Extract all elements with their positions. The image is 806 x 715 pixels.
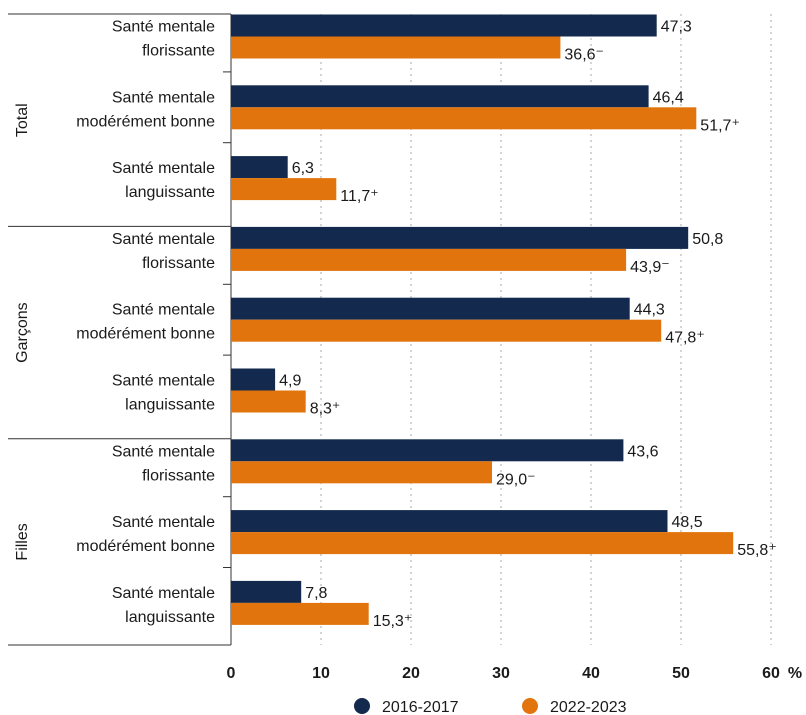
bar bbox=[231, 368, 276, 391]
data-label: 50,8 bbox=[692, 231, 723, 248]
data-label: 7,8 bbox=[305, 585, 327, 602]
data-label: 51,7⁺ bbox=[700, 117, 740, 134]
legend-label: 2016-2017 bbox=[382, 699, 459, 715]
bar bbox=[231, 439, 624, 462]
bar bbox=[231, 107, 697, 130]
bar bbox=[231, 178, 337, 201]
data-label: 4,9 bbox=[279, 373, 301, 390]
bar bbox=[231, 319, 662, 342]
data-label: 15,3⁺ bbox=[373, 613, 413, 630]
x-unit-label: % bbox=[788, 665, 802, 682]
data-label: 46,4 bbox=[653, 89, 684, 106]
category-label: Santé mentale bbox=[112, 302, 215, 319]
category-label: languissante bbox=[125, 609, 215, 626]
category-label: florissante bbox=[142, 467, 215, 484]
bar bbox=[231, 85, 649, 108]
bar bbox=[231, 226, 689, 249]
x-tick-label: 10 bbox=[312, 665, 330, 682]
category-label: Santé mentale bbox=[112, 89, 215, 106]
data-label: 43,9⁻ bbox=[630, 259, 670, 276]
category-label: modérément bonne bbox=[76, 113, 215, 130]
category-label: Santé mentale bbox=[112, 231, 215, 248]
data-label: 44,3 bbox=[634, 302, 665, 319]
category-label: Santé mentale bbox=[112, 443, 215, 460]
category-label: Santé mentale bbox=[112, 160, 215, 177]
category-label: florissante bbox=[142, 255, 215, 272]
data-label: 36,6⁻ bbox=[564, 47, 604, 64]
data-label: 6,3 bbox=[292, 160, 314, 177]
category-label: languissante bbox=[125, 397, 215, 414]
legend-label: 2022-2023 bbox=[550, 699, 627, 715]
category-label: modérément bonne bbox=[76, 538, 215, 555]
group-label: Filles bbox=[14, 523, 31, 560]
bar bbox=[231, 510, 668, 533]
x-tick-label: 40 bbox=[582, 665, 600, 682]
x-tick-label: 50 bbox=[672, 665, 690, 682]
bar bbox=[231, 390, 306, 413]
category-label: languissante bbox=[125, 184, 215, 201]
legend-marker bbox=[354, 698, 370, 714]
x-tick-label: 0 bbox=[227, 665, 236, 682]
bar bbox=[231, 461, 492, 484]
bar bbox=[231, 156, 288, 179]
category-label: Santé mentale bbox=[112, 514, 215, 531]
bar bbox=[231, 580, 302, 603]
bar bbox=[231, 248, 627, 271]
data-label: 29,0⁻ bbox=[496, 471, 536, 488]
category-label: Santé mentale bbox=[112, 585, 215, 602]
data-label: 43,6 bbox=[627, 443, 658, 460]
x-tick-label: 20 bbox=[402, 665, 420, 682]
data-label: 47,8⁺ bbox=[665, 330, 705, 347]
bar bbox=[231, 36, 561, 59]
category-label: Santé mentale bbox=[112, 373, 215, 390]
x-tick-label: 30 bbox=[492, 665, 510, 682]
x-tick-label: 60 bbox=[762, 665, 780, 682]
bar bbox=[231, 297, 630, 320]
bar bbox=[231, 532, 734, 555]
bar bbox=[231, 14, 657, 37]
data-label: 48,5 bbox=[672, 514, 703, 531]
bar bbox=[231, 602, 369, 625]
category-label: florissante bbox=[142, 43, 215, 60]
group-label: Total bbox=[14, 103, 31, 137]
data-label: 47,3 bbox=[661, 19, 692, 36]
legend-marker bbox=[522, 698, 538, 714]
category-label: modérément bonne bbox=[76, 326, 215, 343]
data-label: 11,7⁺ bbox=[340, 188, 378, 205]
group-label: Garçons bbox=[14, 302, 31, 362]
data-label: 55,8⁺ bbox=[737, 542, 777, 559]
data-label: 8,3⁺ bbox=[310, 401, 341, 418]
category-label: Santé mentale bbox=[112, 19, 215, 36]
